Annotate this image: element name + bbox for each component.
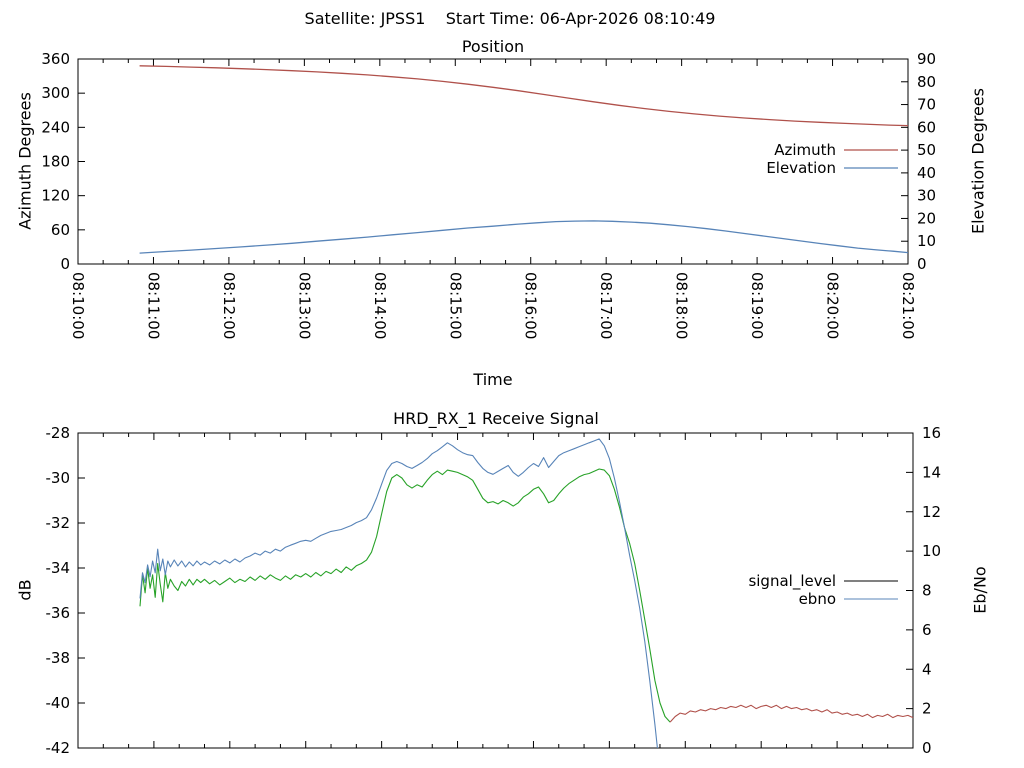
y-right-tick-label: 6 (922, 621, 932, 639)
y-left-tick-label: -30 (46, 469, 71, 487)
y-left-tick-label: 180 (41, 153, 70, 171)
y-right-tick-label: 0 (917, 255, 927, 273)
signal-chart-title: HRD_RX_1 Receive Signal (393, 409, 599, 428)
y-left-tick-label: 120 (41, 187, 70, 205)
y-left-tick-label: 300 (41, 84, 70, 102)
y-right-tick-label: 90 (917, 50, 936, 68)
y-left-tick-label: 240 (41, 118, 70, 136)
time-axis-label: Time (473, 370, 513, 389)
x-tick-label: 08:13:00 (295, 272, 313, 339)
plot-border (77, 432, 914, 749)
x-tick-label: 08:19:00 (748, 272, 766, 339)
y-right-tick-label: 60 (917, 118, 936, 136)
y-right-tick-label: 8 (922, 582, 932, 600)
y-right-tick-label: 50 (917, 141, 936, 159)
y-right-tick-label: 10 (917, 232, 936, 250)
y-left-tick-label: -40 (46, 694, 71, 712)
y-right-tick-label: 14 (922, 463, 941, 481)
y-right-tick-label: 2 (922, 700, 932, 718)
x-tick-label: 08:11:00 (144, 272, 162, 339)
y-right-tick-label: 16 (922, 424, 941, 442)
y-left-tick-label: -28 (46, 424, 71, 442)
position-chart: 08:10:00 08:11:00 08:12:00 08:13:00 08:14:00… (41, 50, 936, 339)
x-tick-label: 08:20:00 (824, 272, 842, 339)
y-right-tick-label: 30 (917, 187, 936, 205)
series-line-azimuth (139, 65, 909, 127)
legend-label-signal_level: signal_level (748, 572, 836, 591)
position-chart-title: Position (461, 37, 525, 56)
series-line-signal_level_noise_floor (669, 704, 914, 723)
y-right-tick-label: 40 (917, 164, 936, 182)
page-title: Satellite: JPSS1 Start Time: 06-Apr-2026… (304, 9, 716, 28)
x-tick-label: 08:21:00 (899, 272, 917, 339)
series-line-ebno (139, 438, 658, 749)
x-tick-label: 08:18:00 (673, 272, 691, 339)
y-right-tick-label: 70 (917, 96, 936, 114)
series-line-elevation (139, 220, 909, 254)
y-left-tick-label: -36 (46, 604, 71, 622)
legend-label-Azimuth: Azimuth (774, 141, 836, 159)
y-left-tick-label: -38 (46, 649, 71, 667)
y-left-tick-label: -32 (46, 514, 71, 532)
y-left-tick-label: -42 (46, 739, 71, 757)
y-left-tick-label: 360 (41, 50, 70, 68)
y-left-tick-label: 60 (51, 221, 70, 239)
y-right-tick-label: 4 (922, 660, 932, 678)
y-right-tick-label: 80 (917, 73, 936, 91)
series-line-signal_level (139, 468, 671, 723)
y-right-tick-label: 12 (922, 503, 941, 521)
y-left-tick-label: -34 (46, 559, 71, 577)
x-tick-label: 08:16:00 (522, 272, 540, 339)
y-left-tick-label: 0 (60, 255, 70, 273)
y-right-tick-label: 10 (922, 542, 941, 560)
legend-label-ebno: ebno (799, 590, 836, 608)
signal-chart: -28 -30 -32 -34 -36 -38 -40 -42 0 2 4 6 8 10 12 14 16 sig… (46, 424, 942, 757)
x-tick-label: 08:10:00 (69, 272, 87, 339)
x-tick-label: 08:12:00 (220, 272, 238, 339)
legend-label-Elevation: Elevation (766, 159, 836, 177)
x-tick-label: 08:15:00 (446, 272, 464, 339)
y-right-tick-label: 20 (917, 209, 936, 227)
y-right-tick-label: 0 (922, 739, 932, 757)
x-tick-label: 08:17:00 (597, 272, 615, 339)
x-tick-label: 08:14:00 (371, 272, 389, 339)
